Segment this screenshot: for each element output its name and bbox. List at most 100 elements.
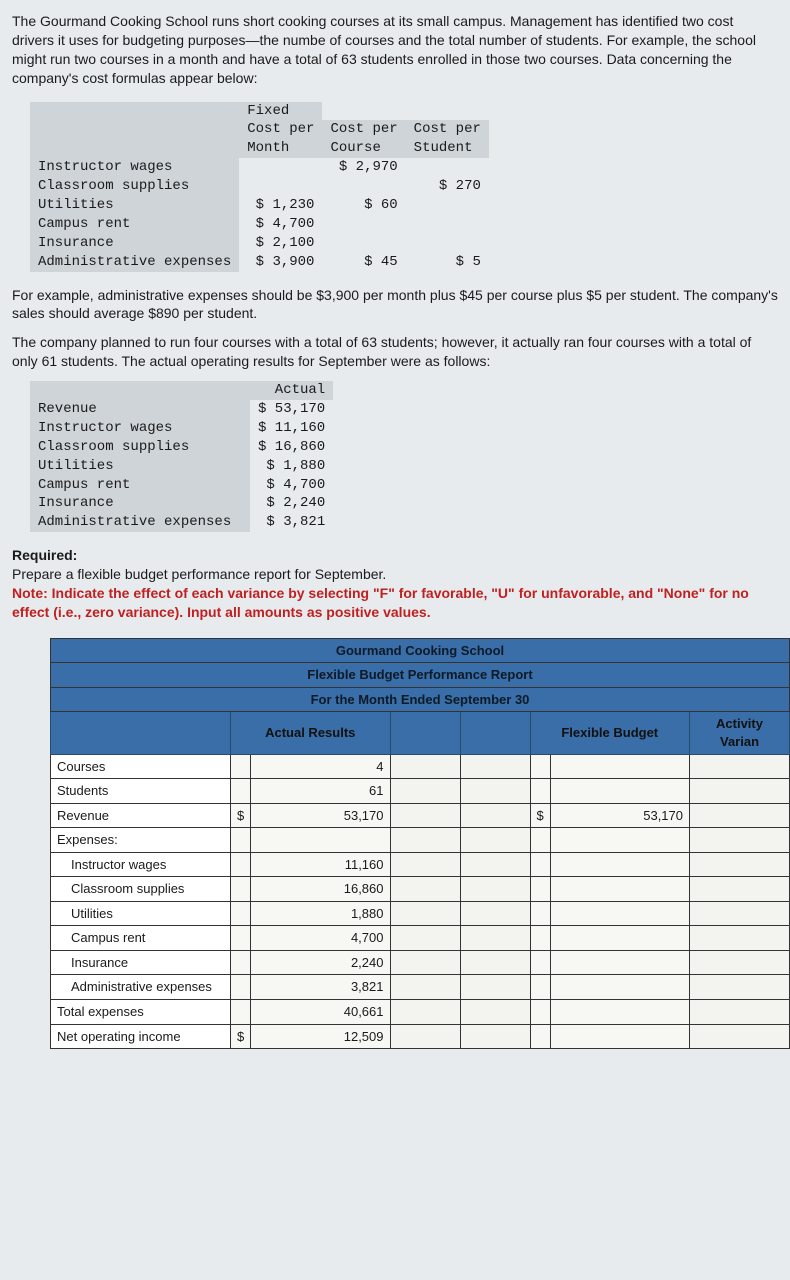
actual-row-label: Administrative expenses xyxy=(30,513,250,532)
col-course-2: Course xyxy=(322,139,405,158)
report-flex-value[interactable]: 53,170 xyxy=(550,803,689,828)
report-row-label: Administrative expenses xyxy=(51,975,231,1000)
report-flex-value[interactable] xyxy=(550,754,689,779)
report-flex-value[interactable] xyxy=(550,1000,689,1025)
report-blank-1[interactable] xyxy=(390,877,460,902)
report-blank-1[interactable] xyxy=(390,975,460,1000)
cost-course xyxy=(322,177,405,196)
report-actual-value[interactable]: 3,821 xyxy=(251,975,390,1000)
report-variance-cell[interactable] xyxy=(690,975,790,1000)
report-actual-dollar xyxy=(231,828,251,853)
actual-row-value: $ 3,821 xyxy=(250,513,333,532)
report-actual-value[interactable]: 4,700 xyxy=(251,926,390,951)
report-flex-value[interactable] xyxy=(550,901,689,926)
report-blank-1[interactable] xyxy=(390,803,460,828)
col-course-1: Cost per xyxy=(322,120,405,139)
report-variance-cell[interactable] xyxy=(690,1024,790,1049)
report-blank-2[interactable] xyxy=(460,852,530,877)
report-variance-cell[interactable] xyxy=(690,877,790,902)
report-variance-cell[interactable] xyxy=(690,852,790,877)
report-blank-2[interactable] xyxy=(460,901,530,926)
cost-fixed xyxy=(239,158,322,177)
note-text: Note: Indicate the effect of each varian… xyxy=(12,585,749,620)
report-flex-value[interactable] xyxy=(550,828,689,853)
report-variance-cell[interactable] xyxy=(690,779,790,804)
report-blank-2[interactable] xyxy=(460,1000,530,1025)
report-variance-cell[interactable] xyxy=(690,828,790,853)
cost-course xyxy=(322,234,405,253)
report-flex-dollar xyxy=(530,975,550,1000)
report-variance-cell[interactable] xyxy=(690,950,790,975)
col-flexible-budget: Flexible Budget xyxy=(530,712,690,754)
report-actual-value[interactable]: 11,160 xyxy=(251,852,390,877)
report-blank-1[interactable] xyxy=(390,852,460,877)
report-actual-value[interactable]: 53,170 xyxy=(251,803,390,828)
cost-student: $ 270 xyxy=(406,177,489,196)
report-flex-dollar xyxy=(530,828,550,853)
report-actual-value[interactable]: 12,509 xyxy=(251,1024,390,1049)
report-actual-value[interactable]: 40,661 xyxy=(251,1000,390,1025)
report-actual-value[interactable]: 1,880 xyxy=(251,901,390,926)
report-blank-1[interactable] xyxy=(390,926,460,951)
actual-row-label: Classroom supplies xyxy=(30,438,250,457)
report-blank-2[interactable] xyxy=(460,779,530,804)
report-flex-value[interactable] xyxy=(550,950,689,975)
cost-course: $ 2,970 xyxy=(322,158,405,177)
report-blank-1[interactable] xyxy=(390,779,460,804)
report-actual-dollar xyxy=(231,754,251,779)
report-blank-2[interactable] xyxy=(460,950,530,975)
report-row-label: Expenses: xyxy=(51,828,231,853)
report-flex-value[interactable] xyxy=(550,779,689,804)
intro-paragraph: The Gourmand Cooking School runs short c… xyxy=(12,12,778,88)
report-variance-cell[interactable] xyxy=(690,901,790,926)
required-label: Required: xyxy=(12,547,77,563)
report-flex-dollar xyxy=(530,754,550,779)
report-title-3: For the Month Ended September 30 xyxy=(51,687,790,712)
report-blank-2[interactable] xyxy=(460,975,530,1000)
report-actual-value[interactable]: 2,240 xyxy=(251,950,390,975)
report-variance-cell[interactable] xyxy=(690,754,790,779)
report-actual-value[interactable] xyxy=(251,828,390,853)
report-blank-2[interactable] xyxy=(460,1024,530,1049)
cost-fixed: $ 1,230 xyxy=(239,196,322,215)
report-blank-2[interactable] xyxy=(460,828,530,853)
report-flex-value[interactable] xyxy=(550,975,689,1000)
report-flex-value[interactable] xyxy=(550,852,689,877)
cost-student xyxy=(406,196,489,215)
report-blank-2[interactable] xyxy=(460,754,530,779)
report-row-label: Insurance xyxy=(51,950,231,975)
report-blank-2[interactable] xyxy=(460,877,530,902)
actual-row-value: $ 2,240 xyxy=(250,494,333,513)
actual-header: Actual xyxy=(250,381,333,400)
report-blank-1[interactable] xyxy=(390,950,460,975)
report-flex-value[interactable] xyxy=(550,877,689,902)
report-blank-1[interactable] xyxy=(390,828,460,853)
cost-formula-table: Fixed Cost per Cost per Cost per Month C… xyxy=(30,102,489,272)
report-blank-2[interactable] xyxy=(460,926,530,951)
report-actual-value[interactable]: 16,860 xyxy=(251,877,390,902)
report-actual-dollar xyxy=(231,779,251,804)
cost-row-label: Instructor wages xyxy=(30,158,239,177)
actual-results-table: Actual Revenue$ 53,170Instructor wages$ … xyxy=(30,381,333,532)
cost-course xyxy=(322,215,405,234)
report-variance-cell[interactable] xyxy=(690,803,790,828)
report-actual-dollar xyxy=(231,926,251,951)
actual-row-label: Utilities xyxy=(30,457,250,476)
report-blank-1[interactable] xyxy=(390,901,460,926)
report-flex-value[interactable] xyxy=(550,926,689,951)
report-flex-value[interactable] xyxy=(550,1024,689,1049)
report-variance-cell[interactable] xyxy=(690,1000,790,1025)
report-actual-value[interactable]: 61 xyxy=(251,779,390,804)
cost-fixed xyxy=(239,177,322,196)
report-blank-1[interactable] xyxy=(390,754,460,779)
report-variance-cell[interactable] xyxy=(690,926,790,951)
report-blank-1[interactable] xyxy=(390,1000,460,1025)
cost-fixed: $ 2,100 xyxy=(239,234,322,253)
report-actual-value[interactable]: 4 xyxy=(251,754,390,779)
report-blank-2[interactable] xyxy=(460,803,530,828)
report-blank-1[interactable] xyxy=(390,1024,460,1049)
cost-row-label: Campus rent xyxy=(30,215,239,234)
actual-row-value: $ 4,700 xyxy=(250,476,333,495)
col-fixed-3: Month xyxy=(239,139,322,158)
col-student-2: Student xyxy=(406,139,489,158)
